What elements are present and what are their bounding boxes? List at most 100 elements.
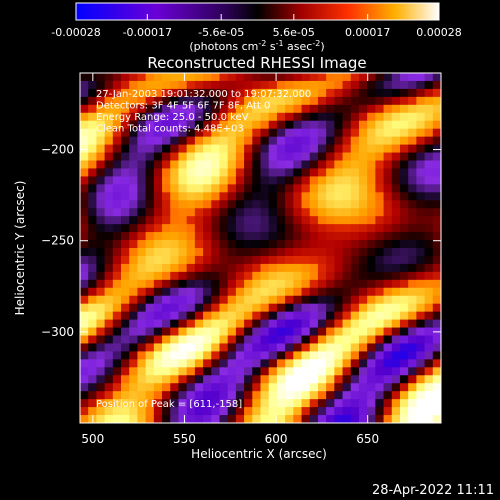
heatmap-cell [301,367,311,376]
heatmap-cell [432,104,441,114]
heatmap-cell [350,311,360,321]
heatmap-cell [432,335,441,345]
heatmap-cell [244,73,253,82]
heatmap-cell [367,255,376,265]
heatmap-cell [276,335,286,345]
heatmap-cell [252,104,262,114]
heatmap-cell [285,88,294,98]
heatmap-cell [252,383,262,392]
heatmap-cell [203,176,212,185]
heatmap-cell [408,287,417,297]
heatmap-cell [342,184,352,193]
heatmap-cell [309,375,319,384]
heatmap-cell [96,399,106,408]
heatmap-cell [285,295,294,305]
heatmap-cell [244,319,253,329]
heatmap-cell [375,208,385,217]
heatmap-cell [80,351,89,360]
heatmap-cell [244,104,253,114]
heatmap-cell [358,263,368,273]
heatmap-cell [350,216,360,225]
heatmap-cell [186,73,196,82]
heatmap-cell [424,192,434,201]
annotation-line: Clean Total counts: 4.48E+03 [96,124,244,135]
heatmap-cell [334,399,344,408]
footer-timestamp: 28-Apr-2022 11:11 [372,483,494,498]
heatmap-cell [416,152,426,162]
heatmap-cell [219,112,229,122]
heatmap-cell [375,80,385,90]
heatmap-cell [424,335,434,345]
heatmap-cell [227,399,237,408]
heatmap-cell [342,279,352,289]
heatmap-cell [162,303,171,313]
heatmap-cell [80,399,89,408]
heatmap-cell [334,144,344,154]
heatmap-cell [170,399,180,408]
y-tick-label: −300 [41,325,74,339]
heatmap-cell [137,399,147,408]
heatmap-cell [80,295,89,305]
heatmap-cell [88,128,97,138]
heatmap-cell [276,112,286,122]
heatmap-cell [186,168,196,177]
annotation-line: Detectors: 3F 4F 5F 6F 7F 8F, Att 0 [96,101,270,112]
heatmap-cell [383,208,393,217]
heatmap-cell [416,375,426,384]
heatmap-cell [145,295,155,305]
heatmap-cell [162,391,171,400]
heatmap-cell [170,287,180,297]
heatmap-cell [96,303,106,313]
heatmap-cell [219,303,229,313]
heatmap-cell [235,96,245,106]
heatmap-cell [252,232,262,241]
heatmap-cell [211,295,221,305]
heatmap-cell [416,335,426,345]
heatmap-cell [293,168,303,177]
heatmap-cell [227,343,237,352]
heatmap-cell [424,184,434,193]
heatmap-cell [260,351,270,360]
heatmap-cell [268,415,278,423]
heatmap-cell [408,128,417,138]
heatmap-cell [170,176,180,185]
heatmap-cell [244,271,253,281]
heatmap-cell [227,367,237,376]
heatmap-cell [408,383,417,392]
peak-position-label: Position of Peak = [611,-158] [96,399,242,410]
heatmap-cell [301,319,311,329]
heatmap-cell [260,224,270,233]
heatmap-cell [96,104,106,114]
heatmap-cell [235,335,245,345]
heatmap-cell [96,287,106,297]
heatmap-cell [276,399,286,408]
heatmap-cell [88,351,97,360]
heatmap-cell [211,383,221,392]
heatmap-cell [145,160,155,170]
heatmap-cell [268,279,278,289]
heatmap-cell [260,80,270,90]
heatmap-cell [137,96,147,106]
heatmap-cell [137,240,147,249]
heatmap-cell [375,415,385,423]
heatmap-cell [145,216,155,225]
heatmap-cell [276,216,286,225]
heatmap-cell [342,224,352,233]
heatmap-cell [162,176,171,185]
heatmap-cell [153,383,163,392]
heatmap-cell [219,224,229,233]
heatmap-cell [219,383,229,392]
heatmap-cell [211,375,221,384]
heatmap-cell [432,144,441,154]
heatmap-cell [276,176,286,185]
heatmap-cell [367,271,376,281]
heatmap-cell [276,319,286,329]
heatmap-cell [293,80,303,90]
heatmap-cell [285,263,294,273]
heatmap-cell [268,104,278,114]
heatmap-cell [358,248,368,257]
heatmap-cell [203,88,212,98]
heatmap-cell [276,327,286,337]
heatmap-cell [432,351,441,360]
heatmap-cell [375,224,385,233]
